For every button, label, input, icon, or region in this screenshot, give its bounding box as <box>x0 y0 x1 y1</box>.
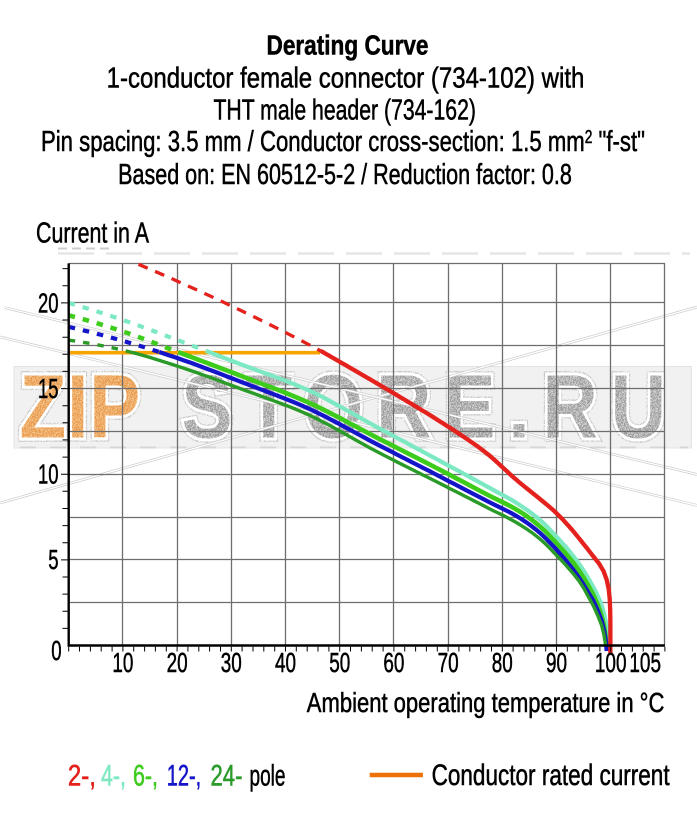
svg-text:105: 105 <box>629 647 661 678</box>
svg-text:4-,: 4-, <box>101 759 126 792</box>
svg-text:Derating Curve: Derating Curve <box>267 29 429 60</box>
svg-text:50: 50 <box>329 647 350 678</box>
svg-text:15: 15 <box>38 373 59 404</box>
svg-text:60: 60 <box>383 647 404 678</box>
svg-text:30: 30 <box>221 647 242 678</box>
svg-text:6-,: 6-, <box>133 759 158 792</box>
svg-text:80: 80 <box>492 647 513 678</box>
svg-text:pole: pole <box>250 759 286 792</box>
svg-text:20: 20 <box>167 647 188 678</box>
svg-text:Based on: EN 60512-5-2 / Reduc: Based on: EN 60512-5-2 / Reduction facto… <box>118 159 572 191</box>
svg-text:1-conductor female connector (: 1-conductor female connector (734-102) w… <box>107 63 585 95</box>
svg-text:24-: 24- <box>211 759 243 792</box>
svg-text:Pin spacing: 3.5 mm / Conducto: Pin spacing: 3.5 mm / Conductor cross-se… <box>41 126 645 158</box>
svg-text:20: 20 <box>38 287 59 318</box>
svg-text:Current in A: Current in A <box>36 218 149 250</box>
svg-text:10: 10 <box>112 647 133 678</box>
svg-text:100: 100 <box>595 647 627 678</box>
svg-text:ZIP: ZIP <box>20 356 141 457</box>
svg-text:90: 90 <box>546 647 567 678</box>
svg-text:Conductor rated current: Conductor rated current <box>432 759 670 792</box>
svg-text:5: 5 <box>48 544 58 575</box>
svg-text:0: 0 <box>51 635 61 666</box>
svg-text:40: 40 <box>275 647 296 678</box>
svg-text:12-,: 12-, <box>167 759 202 792</box>
svg-text:THT male header (734-162): THT male header (734-162) <box>213 94 476 126</box>
svg-text:2-,: 2-, <box>68 759 96 792</box>
svg-text:70: 70 <box>438 647 459 678</box>
svg-text:10: 10 <box>38 459 59 490</box>
svg-text:ZIP: ZIP <box>20 356 141 457</box>
svg-text:Ambient operating temperature: Ambient operating temperature in °C <box>307 687 665 718</box>
